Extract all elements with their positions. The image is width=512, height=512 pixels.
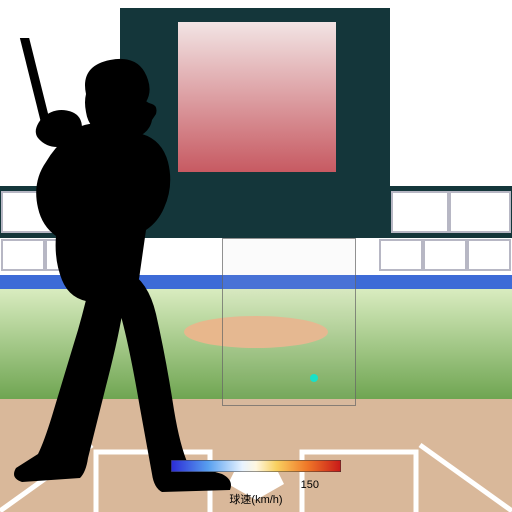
legend-tick: 100 — [193, 479, 211, 491]
scoreboard-screen — [178, 22, 336, 172]
legend-tick: 150 — [301, 479, 319, 491]
pitch-point — [310, 374, 318, 382]
strike-zone — [222, 238, 356, 406]
pitch-chart-stage: 100 150 球速(km/h) — [0, 0, 512, 512]
legend-label: 球速(km/h) — [171, 491, 341, 507]
legend-ticks: 100 150 — [171, 479, 341, 491]
legend-gradient-bar — [171, 460, 341, 472]
speed-legend: 100 150 球速(km/h) — [171, 459, 341, 507]
